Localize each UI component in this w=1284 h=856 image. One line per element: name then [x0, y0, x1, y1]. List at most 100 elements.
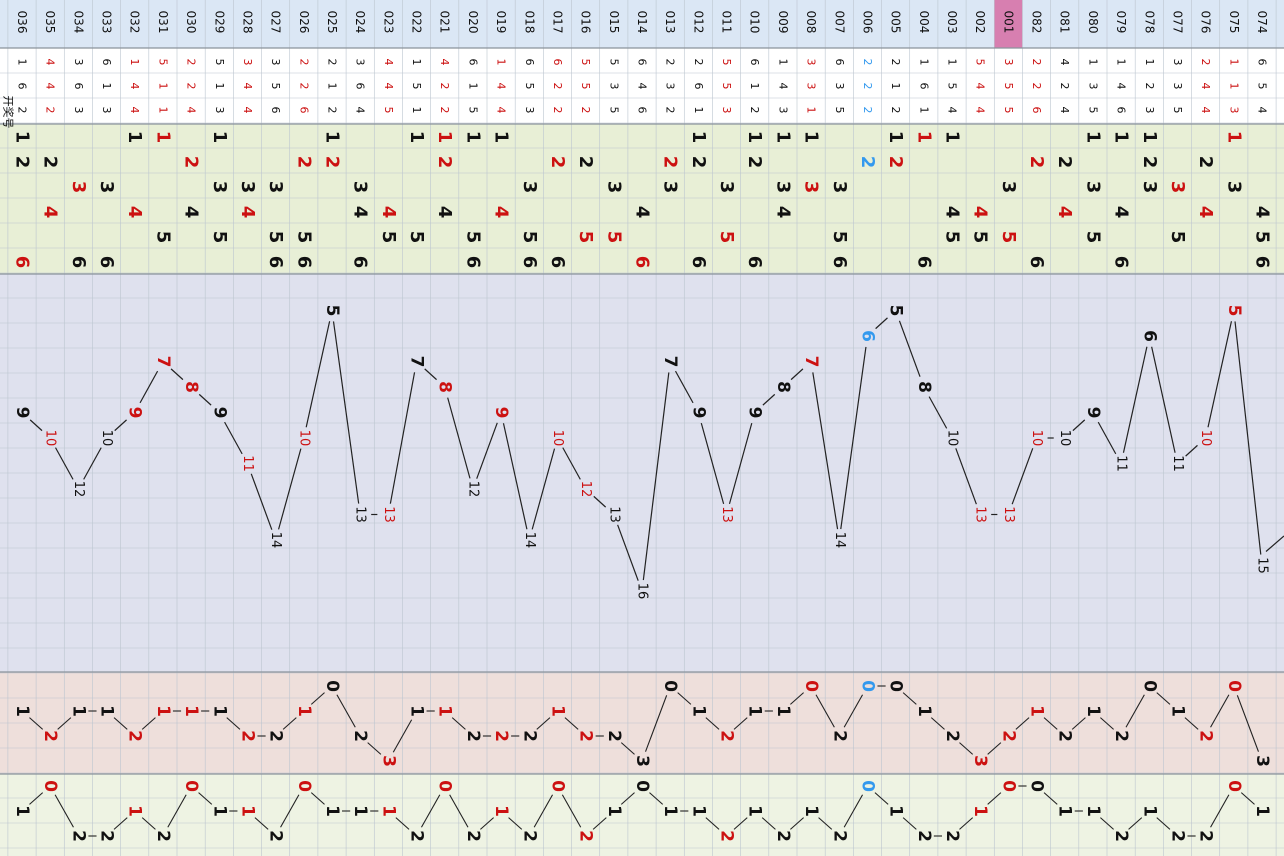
draw-digit: 6 — [16, 83, 29, 90]
span-line-segment — [815, 694, 835, 728]
bottom-point: 0 — [1224, 780, 1244, 792]
distribution-digit: 2 — [660, 156, 681, 169]
draw-digit: 1 — [748, 83, 761, 90]
issue-label: 081 — [1058, 11, 1072, 34]
bottom-point: 0 — [632, 780, 652, 792]
draw-digit: 1 — [805, 107, 818, 114]
header-text: 开奖号 — [2, 96, 16, 129]
distribution-digit: 1 — [462, 131, 483, 144]
issue-label: 020 — [466, 11, 480, 34]
digits-band — [0, 48, 1284, 124]
distribution-digit: 5 — [462, 231, 483, 244]
draw-digit: 1 — [1227, 83, 1240, 90]
draw-digit: 1 — [213, 83, 226, 90]
span-point: 2 — [998, 730, 1018, 742]
distribution-digit: 1 — [1111, 131, 1132, 144]
issue-label: 030 — [184, 11, 198, 34]
sum-point: 8 — [181, 381, 201, 393]
span-point: 2 — [829, 730, 849, 742]
sum-point: 8 — [435, 381, 455, 393]
distribution-digit: 4 — [40, 206, 61, 219]
sum-line-segment — [593, 495, 607, 508]
draw-digit: 2 — [297, 83, 310, 90]
distribution-digit: 1 — [1139, 131, 1160, 144]
draw-digit: 3 — [607, 83, 620, 90]
distribution-digit: 5 — [378, 231, 399, 244]
sum-point: 9 — [1083, 407, 1103, 419]
distribution-digit: 1 — [688, 131, 709, 144]
bottom-point: 2 — [153, 830, 173, 842]
draw-digit: 1 — [495, 59, 508, 66]
issue-label: 078 — [1142, 11, 1156, 34]
bottom-line-segment — [649, 792, 664, 805]
draw-digit: 2 — [326, 107, 339, 114]
draw-digit: 5 — [213, 59, 226, 66]
sum-line-segment — [1234, 321, 1262, 555]
bottom-point: 0 — [181, 780, 201, 792]
issue-label: 082 — [1030, 11, 1044, 34]
sum-line-segment — [54, 447, 74, 480]
span-line-segment — [392, 719, 413, 753]
draw-digit: 5 — [974, 59, 987, 66]
span-point: 2 — [266, 730, 286, 742]
distribution-digit: 3 — [716, 181, 737, 194]
draw-digit: 4 — [1058, 107, 1071, 114]
sum-line-segment — [305, 321, 331, 428]
draw-digit: 4 — [495, 83, 508, 90]
distribution-digit: 3 — [519, 181, 540, 194]
issue-label: 077 — [1170, 11, 1184, 34]
draw-digit: 4 — [354, 107, 367, 114]
draw-digit: 1 — [156, 107, 169, 114]
span-line-segment — [1236, 695, 1259, 752]
span-line-segment — [1125, 694, 1145, 728]
sum-line-segment — [1097, 421, 1117, 455]
bottom-point: 1 — [491, 805, 511, 817]
sum-line-segment — [332, 321, 360, 504]
draw-digit: 4 — [185, 107, 198, 114]
distribution-digit: 5 — [152, 231, 173, 244]
sum-point: 9 — [209, 407, 229, 419]
bottom-point: 0 — [998, 780, 1018, 792]
span-point: 0 — [1224, 680, 1244, 692]
bottom-line-segment — [733, 817, 748, 830]
draw-digit: 4 — [128, 107, 141, 114]
issue-label: 003 — [945, 11, 959, 34]
bottom-line-segment — [1156, 817, 1171, 830]
sum-point: 5 — [1224, 305, 1244, 317]
distribution-digit: 1 — [801, 131, 822, 144]
bottom-line-segment — [987, 792, 1002, 805]
span-point: 1 — [914, 705, 934, 717]
span-line-segment — [843, 694, 864, 728]
sum-point: 10 — [99, 430, 114, 447]
span-point: 1 — [773, 705, 793, 717]
draw-digit: 5 — [946, 83, 959, 90]
draw-digit: 5 — [579, 83, 592, 90]
draw-digit: 4 — [1199, 107, 1212, 114]
span-line-segment — [1043, 717, 1058, 730]
sum-point: 13 — [381, 506, 396, 523]
sum-point: 8 — [773, 381, 793, 393]
bottom-line-segment — [310, 792, 325, 805]
sum-point: 9 — [12, 407, 32, 419]
draw-digit: 5 — [523, 83, 536, 90]
span-line-segment — [959, 742, 974, 755]
bottom-line-segment — [959, 817, 974, 830]
draw-digit: 3 — [1002, 59, 1015, 66]
distribution-digit: 3 — [1082, 181, 1103, 194]
sum-point: 10 — [945, 430, 960, 447]
issue-label: 014 — [635, 11, 649, 34]
sum-point: 13 — [719, 506, 734, 523]
distribution-digit: 5 — [265, 231, 286, 244]
span-point: 2 — [237, 730, 257, 742]
bottom-point: 1 — [209, 805, 229, 817]
draw-digit: 4 — [1058, 59, 1071, 66]
draw-digit: 2 — [16, 107, 29, 114]
sum-point: 8 — [914, 381, 934, 393]
bottom-line-segment — [480, 817, 494, 830]
sum-point: 15 — [1255, 557, 1270, 574]
span-point: 2 — [1055, 730, 1075, 742]
bottom-line-segment — [592, 817, 607, 830]
span-point: 1 — [688, 705, 708, 717]
